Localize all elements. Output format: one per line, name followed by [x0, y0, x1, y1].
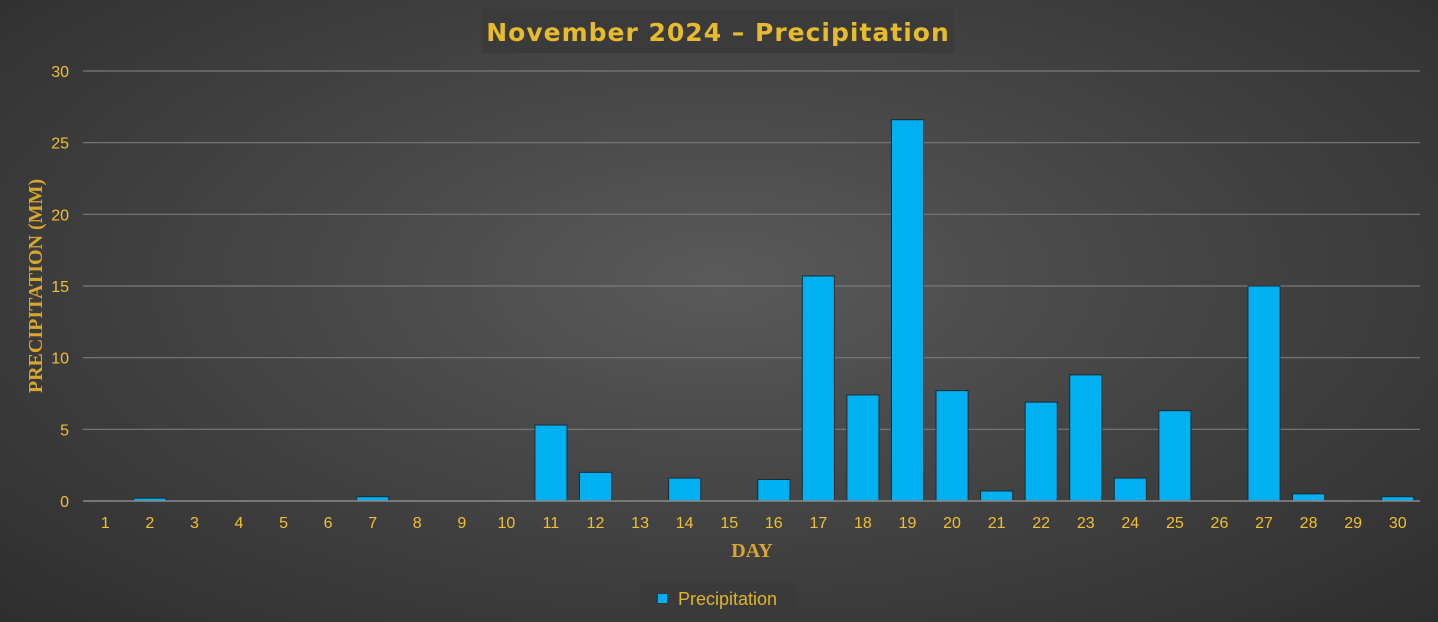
x-tick-label: 22 — [1032, 515, 1050, 532]
x-axis-ticks: 1 2 3 4 5 6 7 8 9 10 11 12 13 14 15 16 17 18 19 20 21 22 23 24 2… — [101, 515, 1407, 532]
x-tick-label: 25 — [1166, 515, 1184, 532]
x-tick-label: 13 — [631, 515, 649, 532]
y-tick-label: 20 — [51, 207, 69, 224]
y-axis-ticks: 0 5 10 15 20 25 30 — [51, 64, 69, 511]
x-tick-label: 17 — [809, 515, 827, 532]
legend-label-precipitation: Precipitation — [678, 589, 777, 609]
bar-day-16[interactable] — [757, 479, 791, 502]
bar-day-23[interactable] — [1069, 374, 1103, 502]
bar-day-21[interactable] — [980, 490, 1014, 502]
x-tick-label: 26 — [1211, 515, 1229, 532]
bar-day-19[interactable] — [890, 119, 925, 502]
bar-day-22[interactable] — [1024, 401, 1058, 502]
bar-day-27[interactable] — [1247, 285, 1281, 502]
legend-swatch-precipitation — [658, 594, 667, 603]
legend[interactable]: Precipitation — [640, 583, 797, 613]
x-tick-label: 6 — [324, 515, 333, 532]
bar-day-14[interactable] — [668, 477, 702, 502]
bar-day-12[interactable] — [578, 471, 613, 502]
x-tick-label: 21 — [988, 515, 1006, 532]
x-tick-label: 5 — [279, 515, 288, 532]
x-tick-label: 14 — [676, 515, 694, 532]
y-tick-label: 0 — [60, 494, 69, 511]
x-tick-label: 1 — [101, 515, 110, 532]
gridlines — [83, 70, 1420, 430]
x-tick-label: 16 — [765, 515, 783, 532]
chart-title: November 2024 – Precipitation — [486, 18, 950, 47]
x-axis-label: DAY — [731, 540, 773, 562]
x-tick-label: 12 — [587, 515, 605, 532]
x-tick-label: 2 — [145, 515, 154, 532]
bar-day-25[interactable] — [1158, 410, 1192, 502]
y-tick-label: 5 — [60, 422, 69, 439]
x-tick-label: 20 — [943, 515, 961, 532]
y-tick-label: 10 — [51, 351, 69, 368]
x-tick-label: 28 — [1300, 515, 1318, 532]
bar-day-18[interactable] — [846, 394, 880, 502]
bar-day-20[interactable] — [935, 390, 969, 502]
x-tick-label: 19 — [899, 515, 917, 532]
bar-day-17[interactable] — [801, 275, 835, 502]
bar-day-28[interactable] — [1292, 493, 1326, 502]
x-tick-label: 3 — [190, 515, 199, 532]
bar-day-11[interactable] — [534, 424, 568, 502]
x-tick-label: 18 — [854, 515, 872, 532]
bars — [133, 119, 1415, 502]
x-tick-label: 15 — [720, 515, 738, 532]
x-tick-label: 10 — [497, 515, 515, 532]
x-tick-label: 24 — [1121, 515, 1139, 532]
x-tick-label: 30 — [1389, 515, 1407, 532]
y-axis-label: PRECIPITATION (MM) — [25, 179, 47, 393]
x-tick-label: 8 — [413, 515, 422, 532]
x-tick-label: 7 — [368, 515, 377, 532]
x-tick-label: 11 — [543, 515, 560, 532]
chart-title-background — [482, 9, 954, 53]
x-tick-label: 9 — [457, 515, 466, 532]
chart-title-group: November 2024 – Precipitation — [482, 9, 954, 53]
x-tick-label: 4 — [235, 515, 244, 532]
y-tick-label: 25 — [51, 136, 69, 153]
x-tick-label: 23 — [1077, 515, 1095, 532]
x-tick-label: 29 — [1344, 515, 1362, 532]
x-tick-label: 27 — [1255, 515, 1273, 532]
y-tick-label: 30 — [51, 64, 69, 81]
y-tick-label: 15 — [51, 279, 69, 296]
bar-day-24[interactable] — [1113, 477, 1147, 502]
